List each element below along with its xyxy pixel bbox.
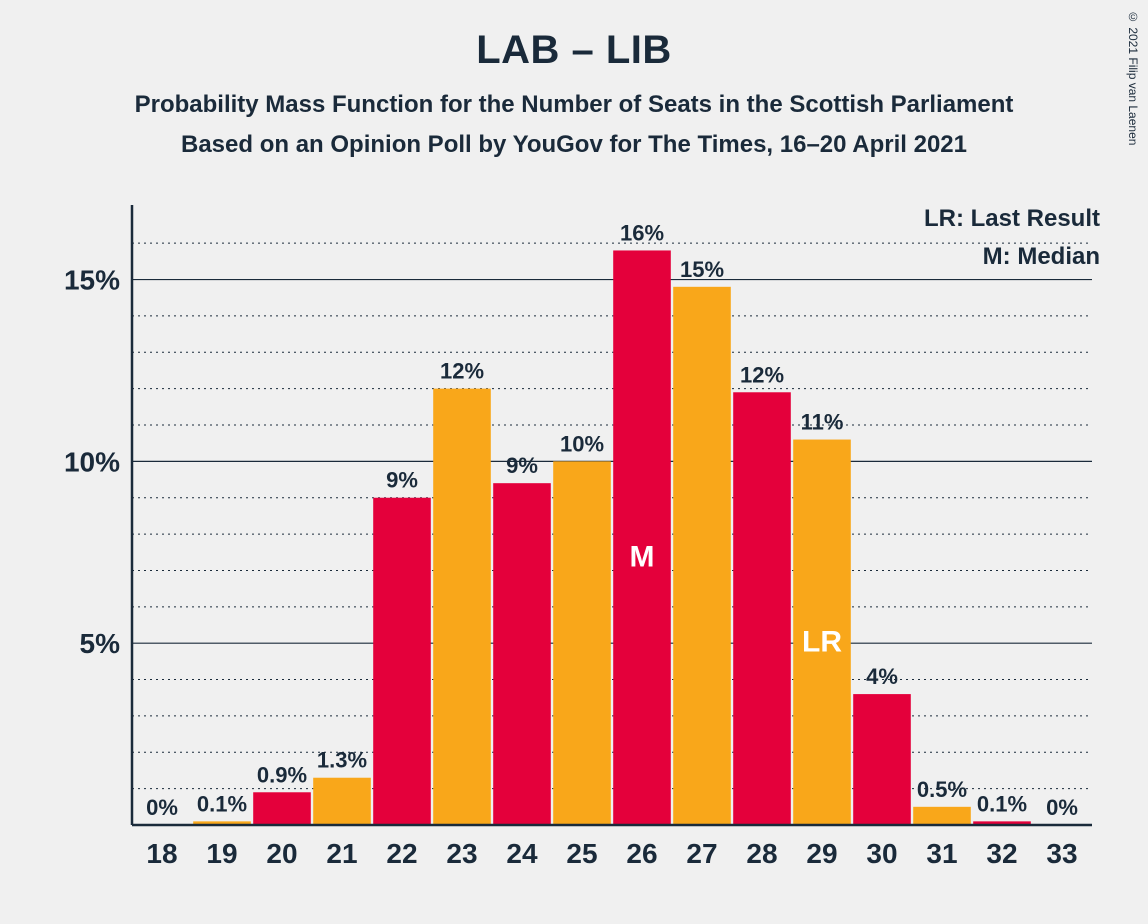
x-tick-label: 31 (926, 838, 957, 869)
bar-23 (433, 389, 491, 825)
bar-label-18: 0% (146, 795, 178, 820)
chart-title: LAB – LIB (0, 0, 1148, 73)
bar-label-28: 12% (740, 362, 784, 387)
bar-label-25: 10% (560, 431, 604, 456)
y-tick-label: 10% (64, 446, 120, 477)
x-tick-label: 30 (866, 838, 897, 869)
x-tick-label: 19 (206, 838, 237, 869)
x-tick-label: 33 (1046, 838, 1077, 869)
bar-label-32: 0.1% (977, 791, 1027, 816)
bar-21 (313, 778, 371, 825)
x-tick-label: 21 (326, 838, 357, 869)
chart-svg: 5% 10% 15% 0% 0.1% 0.9% 1.3% 9% 12% 9% 10% 16% M 15% 1… (62, 195, 1102, 885)
x-tick-label: 27 (686, 838, 717, 869)
y-tick-label: 15% (64, 265, 120, 296)
chart-area: 5% 10% 15% 0% 0.1% 0.9% 1.3% 9% 12% 9% 10% 16% M 15% 1… (62, 195, 1102, 885)
bar-label-27: 15% (680, 257, 724, 282)
copyright-text: © 2021 Filip van Laenen (1126, 10, 1140, 145)
bar-20 (253, 792, 311, 825)
bar-label-20: 0.9% (257, 762, 307, 787)
bar-28 (733, 392, 791, 825)
bar-22 (373, 498, 431, 825)
x-tick-label: 18 (146, 838, 177, 869)
bar-31 (913, 807, 971, 825)
bar-label-33: 0% (1046, 795, 1078, 820)
bar-25 (553, 461, 611, 825)
x-tick-label: 32 (986, 838, 1017, 869)
bar-label-30: 4% (866, 664, 898, 689)
bar-24 (493, 483, 551, 825)
chart-subtitle-2: Based on an Opinion Poll by YouGov for T… (0, 131, 1148, 159)
bar-label-21: 1.3% (317, 748, 367, 773)
x-tick-label: 26 (626, 838, 657, 869)
bar-marker-m: M (630, 540, 655, 573)
bar-label-29: 11% (801, 410, 844, 435)
bar-27 (673, 287, 731, 825)
bar-label-19: 0.1% (197, 791, 247, 816)
bar-label-22: 9% (386, 468, 418, 493)
x-tick-label: 20 (266, 838, 297, 869)
x-tick-label: 22 (386, 838, 417, 869)
x-tick-label: 24 (506, 838, 538, 869)
bar-26 (613, 250, 671, 825)
bar-label-24: 9% (506, 453, 538, 478)
x-tick-label: 25 (566, 838, 597, 869)
bar-label-26: 16% (620, 220, 664, 245)
bar-30 (853, 694, 911, 825)
chart-subtitle-1: Probability Mass Function for the Number… (0, 91, 1148, 119)
bar-label-31: 0.5% (917, 777, 967, 802)
x-tick-label: 23 (446, 838, 477, 869)
bar-label-23: 12% (440, 359, 484, 384)
x-tick-label: 28 (746, 838, 777, 869)
y-tick-label: 5% (80, 628, 121, 659)
bar-marker-lr: LR (802, 626, 842, 659)
x-tick-label: 29 (806, 838, 837, 869)
